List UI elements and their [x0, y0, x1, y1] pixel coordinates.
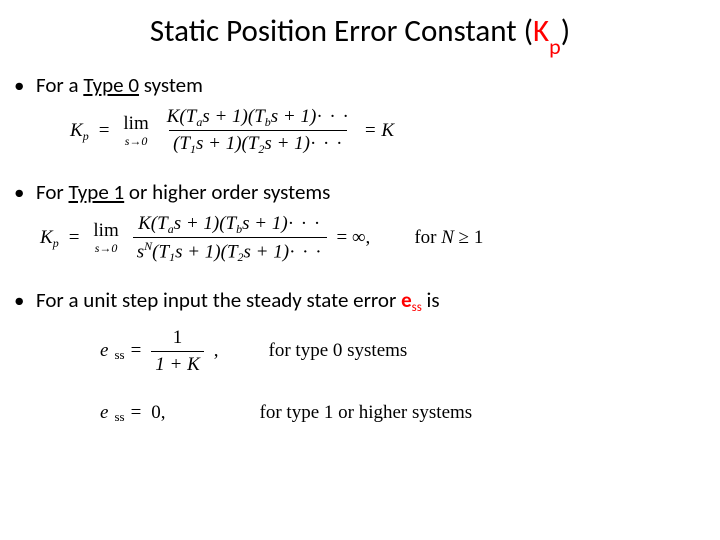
eq2-rhs: = ∞,: [337, 227, 371, 249]
eq2-lim-top: lim: [93, 221, 118, 240]
equation-kp-type0: Kp = lim s→0 K(Tas + 1)(Tbs + 1)· · · (T…: [70, 106, 720, 155]
eq2-num-b: b: [236, 222, 242, 236]
eq3b-label: for type 1 or higher systems: [260, 402, 473, 424]
bullet-type0: For a Type 0 system: [0, 72, 720, 98]
eq3a-eq: =: [131, 340, 142, 362]
bullet-type1: For Type 1 or higher order systems: [0, 179, 720, 205]
eq1-den-t1: 1: [190, 142, 196, 156]
eq1-num-b: b: [265, 115, 271, 129]
bullet-ess: For a unit step input the steady state e…: [0, 287, 720, 313]
title-kp-p: p: [549, 33, 561, 60]
bullet3-ss: ss: [412, 300, 422, 315]
bullet3-e: e: [401, 287, 412, 313]
eq2-num-2: s + 1)(T: [174, 213, 236, 234]
bullet2-post: or higher order systems: [124, 179, 330, 205]
eq2-for-n: for N ≥ 1: [414, 227, 483, 249]
eq3a-e: e: [100, 340, 108, 362]
eq2-num-1: K(T: [138, 213, 168, 234]
eq1-den-1: (T: [173, 133, 190, 154]
eq1-eq: =: [99, 120, 110, 142]
eq1-num-3: s + 1): [271, 106, 317, 127]
eq2-num-a: a: [168, 222, 174, 236]
eq3a-frac: 1 1 + K: [151, 327, 204, 376]
eq2-lim-sub: s→0: [95, 242, 118, 254]
eq1-num-dots: · · ·: [316, 106, 349, 127]
eq2-den-t2: 2: [238, 250, 244, 264]
eq1-p: p: [83, 129, 89, 143]
eq3a-comma: ,: [214, 340, 219, 362]
eq2-fraction: K(Tas + 1)(Tbs + 1)· · · sN(T1s + 1)(T2s…: [133, 213, 327, 263]
eq2-lim: lim s→0: [93, 221, 118, 254]
page-title: Static Position Error Constant (Kp): [0, 0, 720, 72]
eq2-for: for: [414, 227, 441, 248]
eq1-rhs: = K: [364, 120, 394, 142]
eq2-den-t1: 1: [169, 250, 175, 264]
bullet1-pre: For a: [36, 72, 83, 98]
eq1-num-2: s + 1)(T: [202, 106, 264, 127]
eq1-lim: lim s→0: [123, 114, 148, 147]
eq2-eq: =: [69, 227, 80, 249]
bullet3-pre: For a unit step input the steady state e…: [36, 287, 401, 313]
eq2-ge1: ≥ 1: [454, 227, 483, 248]
eq1-lim-sub: s→0: [125, 135, 148, 147]
eq3b-eq: =: [131, 402, 142, 424]
eq1-den-2: s + 1)(T: [196, 133, 258, 154]
eq1-den-dots: · · ·: [310, 133, 343, 154]
ess-row-type1: ess = 0, for type 1 or higher systems: [100, 402, 720, 424]
equation-kp-type1: Kp = lim s→0 K(Tas + 1)(Tbs + 1)· · · sN…: [40, 213, 720, 263]
eq2-p: p: [53, 236, 59, 250]
eq1-num-1: K(T: [167, 106, 197, 127]
eq3b-zero: 0,: [151, 402, 165, 424]
eq3a-num: 1: [169, 327, 187, 351]
title-prefix: Static Position Error Constant (: [150, 12, 533, 50]
equation-ess: ess = 1 1 + K , for type 0 systems ess =…: [100, 327, 720, 424]
eq1-fraction: K(Tas + 1)(Tbs + 1)· · · (T1s + 1)(T2s +…: [163, 106, 354, 155]
ess-row-type0: ess = 1 1 + K , for type 0 systems: [100, 327, 720, 376]
bullet1-underline: Type 0: [83, 72, 139, 98]
eq2-den-sN-N: N: [144, 239, 152, 253]
bullet2-underline: Type 1: [69, 179, 125, 205]
bullet3-post: is: [422, 287, 440, 313]
eq2-den-2: s + 1)(T: [175, 241, 237, 262]
eq1-den-3: s + 1): [264, 133, 310, 154]
eq2-K: K: [40, 227, 53, 248]
eq2-N: N: [441, 227, 454, 248]
eq2-den-dots: · · ·: [289, 241, 322, 262]
title-kp-k: K: [533, 12, 549, 50]
eq1-K: K: [70, 120, 83, 141]
eq2-num-dots: · · ·: [288, 213, 321, 234]
eq2-den-1: (T: [152, 241, 169, 262]
eq2-num-3: s + 1): [242, 213, 288, 234]
bullet1-post: system: [139, 72, 203, 98]
title-suffix: ): [561, 12, 570, 50]
eq1-num-a: a: [196, 115, 202, 129]
eq3a-ss: ss: [114, 347, 124, 363]
bullet2-pre: For: [36, 179, 69, 205]
eq2-den-3: s + 1): [244, 241, 290, 262]
eq3a-den: 1 + K: [151, 351, 204, 376]
eq3a-label: for type 0 systems: [269, 340, 408, 362]
eq3b-e: e: [100, 402, 108, 424]
eq1-den-t2: 2: [258, 142, 264, 156]
eq3b-ss: ss: [114, 409, 124, 425]
eq1-lim-top: lim: [123, 114, 148, 133]
